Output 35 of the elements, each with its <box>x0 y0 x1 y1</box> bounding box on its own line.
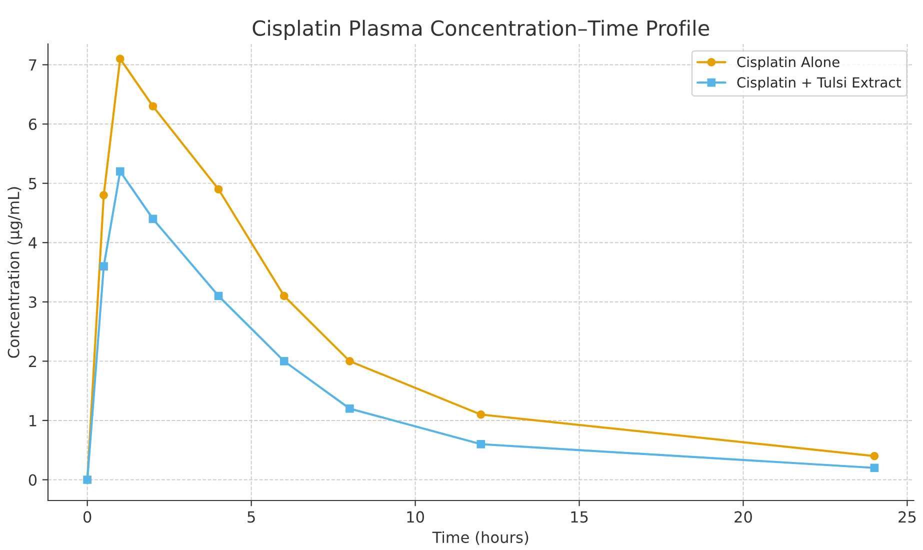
point <box>476 410 486 419</box>
legend-label: Cisplatin Alone <box>737 56 840 70</box>
point <box>148 214 158 224</box>
x-tick-label: 15 <box>571 511 588 523</box>
point <box>870 464 879 472</box>
point <box>116 167 124 176</box>
point <box>476 440 486 448</box>
point <box>116 54 124 63</box>
point <box>214 292 223 300</box>
point <box>100 191 108 200</box>
y-axis-title: Concentration (µg/mL) <box>8 187 22 358</box>
point <box>100 262 108 270</box>
y-tick-label: 3 <box>29 296 36 308</box>
point <box>280 357 288 366</box>
y-tick-label: 5 <box>29 178 36 190</box>
x-tick-label: 0 <box>83 511 92 523</box>
x-tick-label: 10 <box>407 511 424 523</box>
y-tick-label: 0 <box>28 474 37 486</box>
y-tick-label: 4 <box>28 237 37 248</box>
point <box>346 404 354 413</box>
chart-title: Cisplatin Plasma Concentration–Time Profile <box>252 20 710 40</box>
y-tick-label: 7 <box>29 59 36 71</box>
x-tick-label: 20 <box>734 511 752 523</box>
point <box>280 292 288 300</box>
point <box>214 185 223 194</box>
legend-label: Cisplatin + Tulsi Extract <box>737 76 901 90</box>
x-tick-label: 25 <box>898 511 916 523</box>
y-tick-label: 2 <box>28 356 36 367</box>
point <box>346 357 354 366</box>
y-tick-label: 6 <box>28 118 37 130</box>
point <box>870 452 879 460</box>
point <box>148 102 158 110</box>
x-axis-title: Time (hours) <box>432 531 528 545</box>
x-tick-label: 5 <box>248 511 255 523</box>
y-tick-label: 1 <box>30 415 36 426</box>
